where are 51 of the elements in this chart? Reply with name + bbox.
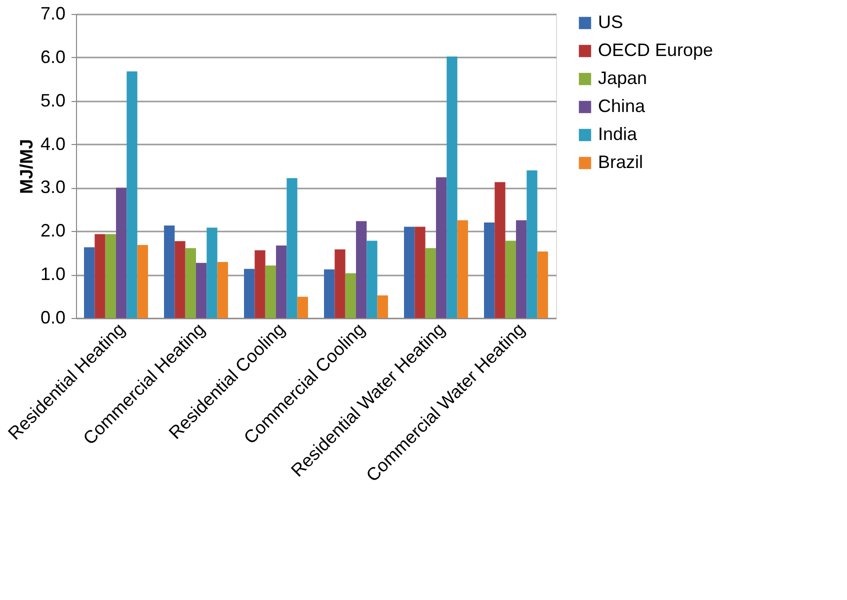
y-tick-label: 4.0 (40, 134, 66, 154)
bar (484, 222, 495, 318)
bar (436, 177, 447, 318)
bar (196, 262, 207, 318)
bar (137, 245, 148, 318)
bar (356, 221, 367, 318)
bar (164, 225, 175, 318)
legend-label: Brazil (598, 152, 644, 172)
bar (126, 71, 138, 318)
legend-label: OECD Europe (598, 40, 714, 60)
bar (366, 240, 378, 318)
y-tick-label: 7.0 (40, 4, 66, 24)
bar (84, 247, 95, 318)
bar (457, 220, 468, 318)
legend-label: Japan (598, 68, 648, 88)
legend-label: US (598, 12, 624, 32)
bar (254, 250, 266, 318)
bar (414, 226, 426, 318)
bar (324, 269, 335, 318)
bar (537, 252, 548, 318)
y-tick-label: 1.0 (40, 264, 66, 284)
bar (446, 56, 458, 318)
legend-label: India (598, 124, 638, 144)
bar (516, 220, 527, 318)
y-tick-label: 0.0 (40, 308, 66, 328)
bar (244, 268, 255, 318)
y-tick-label: 5.0 (40, 90, 66, 110)
bar (286, 178, 298, 318)
y-tick-label: 3.0 (40, 177, 66, 198)
y-tick-label: 6.0 (40, 46, 66, 67)
bar (345, 273, 356, 318)
bar (265, 265, 276, 318)
bar (334, 249, 346, 318)
legend-label: China (598, 96, 646, 116)
bar (404, 226, 415, 318)
y-axis-title: MJ/MJ (16, 138, 36, 194)
bar (505, 240, 516, 318)
bar (94, 234, 106, 318)
bar (217, 262, 228, 318)
bar (185, 248, 196, 318)
bar (494, 182, 506, 318)
bar (105, 234, 116, 318)
bar (276, 245, 287, 318)
bar (297, 296, 308, 318)
bar (116, 188, 127, 318)
bar (174, 241, 186, 318)
bar (425, 248, 436, 318)
bar (526, 170, 538, 318)
bar (206, 228, 218, 318)
bar (377, 295, 388, 318)
y-tick-label: 2.0 (40, 220, 66, 241)
